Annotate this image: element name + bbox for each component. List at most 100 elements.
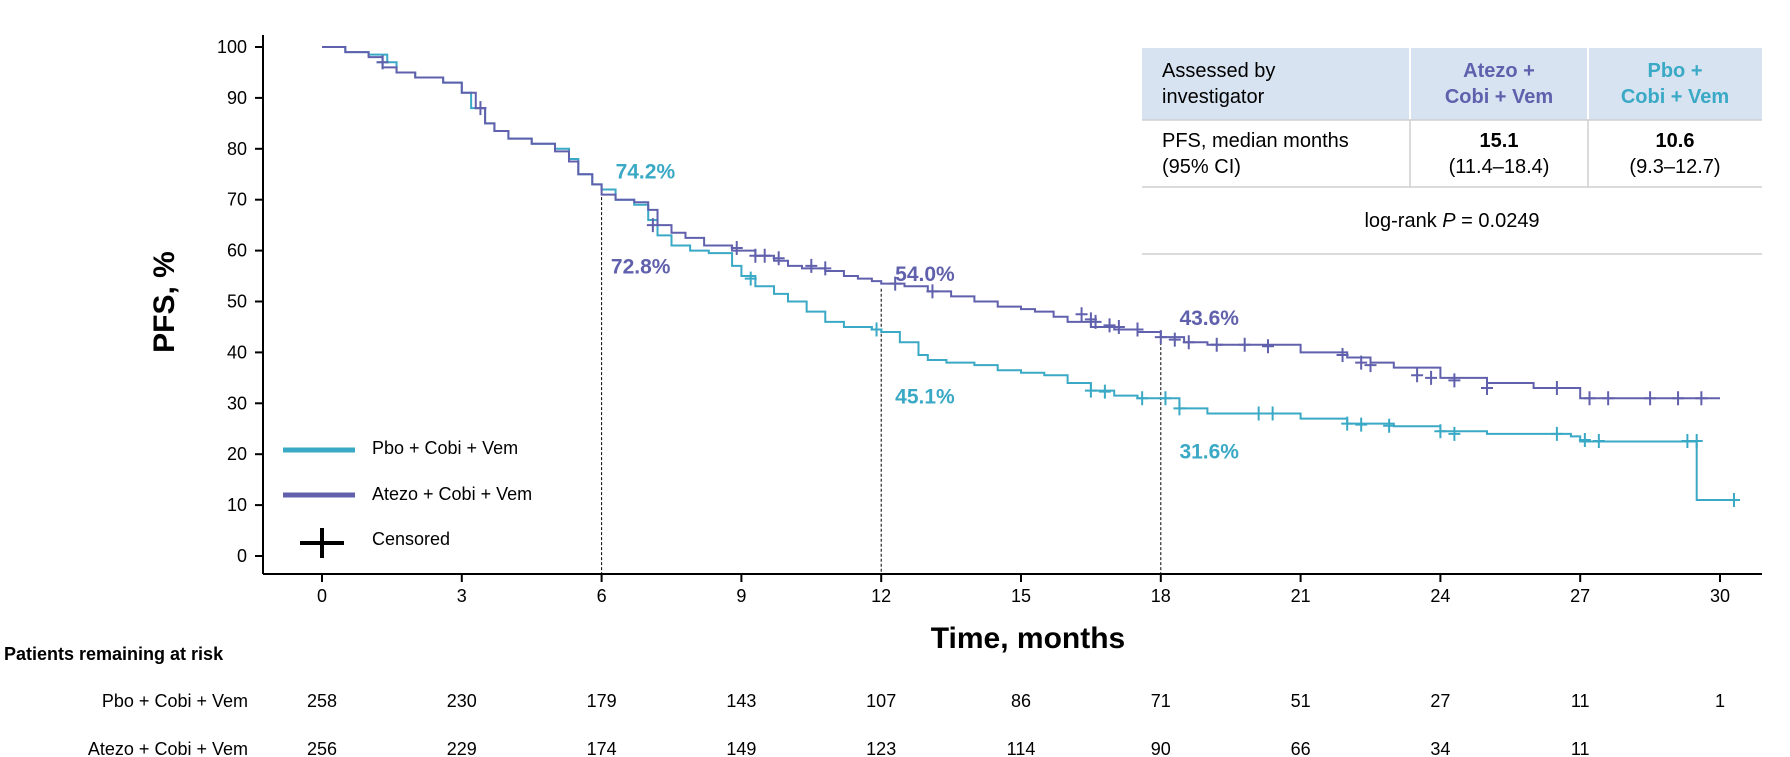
curve-atezo [322,46,1720,400]
censor-mark-atezo [1364,358,1377,373]
landmark-label-atezo: 72.8% [611,256,671,279]
censor-mark-pbo [1173,401,1186,416]
censor-mark-pbo [1592,433,1605,448]
risk-table-title: Patients remaining at risk [4,644,224,664]
censor-mark-atezo [1602,391,1615,406]
censor-mark-atezo [889,276,902,291]
censor-mark-atezo [1089,314,1102,329]
censor-mark-atezo [1355,355,1368,370]
censor-mark-atezo [1336,347,1349,362]
logrank-suffix: = 0.0249 [1456,210,1540,232]
risk-value: 230 [447,691,477,711]
x-tick-label: 18 [1151,586,1171,606]
risk-value: 86 [1011,691,1031,711]
censor-mark-pbo [1252,406,1265,421]
censor-mark-atezo [1075,307,1088,322]
censor-mark-pbo [1341,416,1354,431]
censor-mark-pbo [1690,433,1703,448]
censor-mark-atezo [805,258,818,273]
censor-mark-pbo [1448,426,1461,441]
landmark-label-atezo: 43.6% [1179,307,1239,330]
y-tick-label: 10 [227,495,247,515]
censor-mark-atezo [819,261,832,276]
table-pbo-ci: (9.3–12.7) [1629,156,1720,178]
censor-mark-pbo [744,271,757,286]
y-tick-label: 70 [227,190,247,210]
survival-curves [322,46,1740,508]
risk-value: 27 [1430,691,1450,711]
table-header-pbo-line1: Pbo + [1647,60,1702,82]
risk-value: 258 [307,691,337,711]
landmark-label-pbo: 74.2% [616,160,676,183]
y-tick-label: 100 [217,37,247,57]
legend-label-censored: Censored [372,529,450,549]
risk-value: 71 [1151,691,1171,711]
censor-mark-pbo [870,322,883,337]
summary-table-header-bg [1142,48,1762,120]
legend-label-pbo: Pbo + Cobi + Vem [372,438,518,458]
risk-value: 1 [1715,691,1725,711]
legend-label-atezo: Atezo + Cobi + Vem [372,484,532,504]
table-pbo-median: 10.6 [1656,130,1695,152]
x-tick-label: 9 [736,586,746,606]
censor-mark-atezo [1112,319,1125,334]
table-header-atezo-line2: Cobi + Vem [1445,86,1553,108]
censor-mark-pbo [1098,384,1111,399]
censor-mark-atezo [1261,339,1274,354]
risk-value: 143 [726,691,756,711]
y-axis-title: PFS, % [148,251,181,353]
censor-mark-atezo [474,101,487,116]
censor-mark-pbo [1355,417,1368,432]
y-tick-label: 60 [227,241,247,261]
y-tick-label: 90 [227,88,247,108]
x-tick-label: 3 [457,586,467,606]
landmark-lines [601,192,1162,574]
x-tick-label: 30 [1710,586,1730,606]
censor-mark-atezo [1182,335,1195,350]
censor-mark-atezo [646,218,659,233]
summary-table: Assessed by investigator Atezo + Cobi + … [1142,48,1762,255]
risk-row-label-pbo: Pbo + Cobi + Vem [102,691,248,711]
censor-mark-atezo [926,284,939,299]
x-axis-title: Time, months [931,622,1125,655]
risk-value: 51 [1291,691,1311,711]
risk-value: 123 [866,739,896,757]
censor-mark-atezo [1550,381,1563,396]
y-tick-label: 0 [237,546,247,566]
landmark-label-pbo: 45.1% [895,385,955,408]
censor-mark-atezo [376,55,389,70]
censor-mark-atezo [1583,391,1596,406]
table-atezo-ci: (11.4–18.4) [1449,156,1550,178]
landmark-label-atezo: 54.0% [895,263,955,286]
landmark-label-pbo: 31.6% [1179,440,1239,463]
censor-mark-atezo [1425,370,1438,385]
logrank-p: P [1442,210,1456,232]
table-header-atezo-line1: Atezo + [1463,60,1535,82]
censor-mark-atezo [1411,368,1424,383]
x-tick-label: 27 [1570,586,1590,606]
risk-value: 229 [447,739,477,757]
table-header-pbo-line2: Cobi + Vem [1621,86,1729,108]
risk-value: 11 [1571,691,1590,711]
y-tick-label: 20 [227,444,247,464]
risk-value: 90 [1151,739,1171,757]
risk-row-label-atezo: Atezo + Cobi + Vem [88,739,248,757]
censor-mark-atezo [1448,373,1461,388]
logrank-prefix: log-rank [1364,210,1442,232]
table-header-col1-line1: Assessed by [1162,60,1275,82]
risk-value: 179 [587,691,617,711]
risk-value: 107 [866,691,896,711]
y-tick-label: 50 [227,292,247,312]
censor-mark-pbo [1550,426,1563,441]
risk-table: Patients remaining at risk Pbo + Cobi + … [4,644,1725,757]
risk-value: 149 [726,739,756,757]
censor-mark-pbo [1727,493,1740,508]
x-tick-label: 12 [871,586,891,606]
censor-mark-atezo [1672,391,1685,406]
y-ticks: 0 10 20 30 40 50 60 70 80 90 100 [217,37,263,566]
y-tick-label: 30 [227,393,247,413]
risk-value: 114 [1007,739,1036,757]
censor-mark-atezo [772,251,785,266]
censor-mark-atezo [1131,322,1144,337]
x-ticks: 0 3 6 9 12 15 18 21 24 27 30 [317,574,1730,606]
